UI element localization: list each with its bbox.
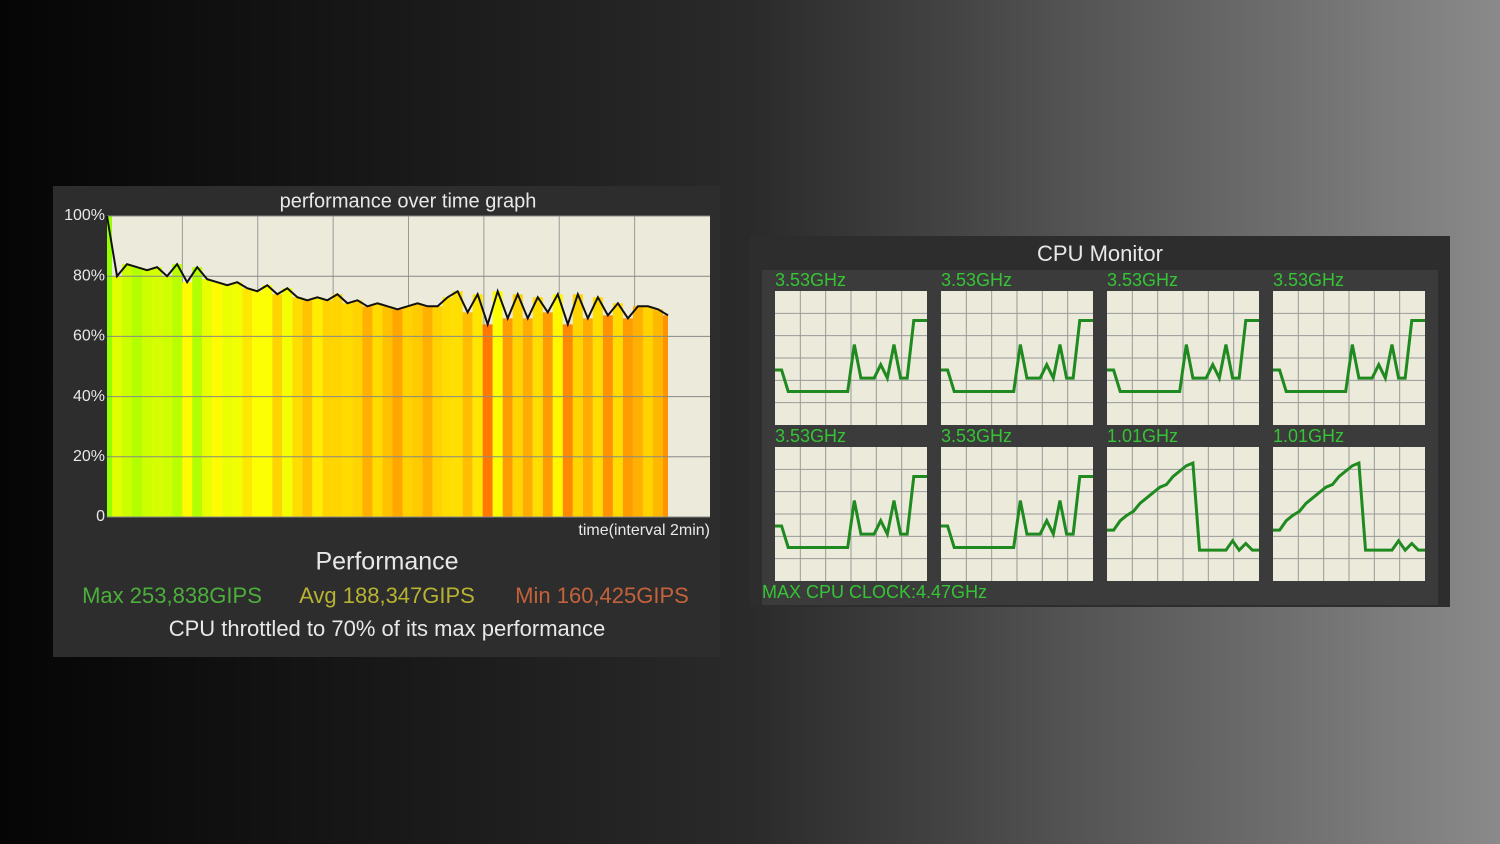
performance-stripe [282,288,293,517]
performance-stripe [332,294,343,517]
performance-stripe [122,264,133,517]
performance-stripe [412,303,423,517]
performance-stripe [272,294,283,517]
core-line [1107,460,1259,553]
performance-stripe [462,312,473,517]
core-frequency: 3.53GHz [941,270,1012,290]
avg-score: Avg 188,347GIPS [299,583,475,608]
performance-stripe [522,318,533,517]
performance-stripe [372,303,383,517]
core-frequency: 3.53GHz [775,426,846,446]
performance-stripe [662,315,668,517]
core-line [941,474,1093,549]
performance-stripe [302,300,313,517]
max-score: Max 253,838GIPS [82,583,262,608]
performance-stripe [352,300,363,517]
performance-stripe [542,312,553,517]
performance-stripe [212,282,223,517]
performance-line [106,215,669,328]
y-tick-label: 80% [73,267,105,284]
performance-stripe [232,282,243,517]
performance-stripe [402,306,413,517]
core-frequency: 3.53GHz [1107,270,1178,290]
performance-stripe [602,315,613,517]
summary-title: Performance [315,548,458,576]
performance-stripe [592,297,603,517]
core-line [941,318,1093,393]
performance-stripe [452,291,463,517]
performance-stripe [342,303,353,517]
core-frequency: 1.01GHz [1273,426,1344,446]
performance-stripe [322,300,333,517]
core-line [1107,318,1259,393]
performance-stripe [142,270,153,517]
performance-stripe [422,306,433,517]
performance-stripe [442,297,453,517]
charts: 0 20% 40% 60% 80% 100% 3.53GHz 3.53GHz 3.53GHz 3.… [64,207,1425,581]
y-tick-label: 20% [73,448,105,465]
performance-stripe [292,297,303,517]
core-frequency: 1.01GHz [1107,426,1178,446]
performance-stripe [582,318,593,517]
performance-stripe [512,294,523,517]
core-frequency: 3.53GHz [1273,270,1344,290]
y-tick-label: 0 [96,508,105,525]
core-frequency: 3.53GHz [941,426,1012,446]
performance-stripe [392,309,403,517]
performance-stripe [532,297,543,517]
chart-title: performance over time graph [280,190,537,212]
y-tick-label: 100% [64,207,105,224]
performance-stripe [242,288,253,517]
core-line [1273,318,1425,393]
performance-stripe [632,306,643,517]
performance-stripe [192,267,203,517]
performance-stripe [172,264,183,517]
max-cpu-clock: MAX CPU CLOCK:4.47GHz [762,582,987,602]
y-tick-label: 60% [73,328,105,345]
performance-stripe [262,285,273,517]
performance-stripe [382,306,393,517]
performance-stripe [152,267,163,517]
performance-stripe [492,291,503,517]
performance-stripe [252,291,263,517]
core-line [775,318,927,393]
performance-stripe [472,294,483,517]
performance-stripe [202,279,213,517]
performance-stripe [132,267,143,517]
performance-stripe [642,306,653,517]
cpu-monitor-title: CPU Monitor [1037,241,1163,266]
performance-stripe [432,306,443,517]
performance-stripe [572,294,583,517]
performance-stripe [182,282,193,517]
throttle-note: CPU throttled to 70% of its max performa… [169,616,606,641]
performance-stripe [312,297,323,517]
core-line [775,474,927,549]
performance-stripe [222,285,233,517]
performance-stripe [362,306,373,517]
performance-stripe [652,309,663,517]
min-score: Min 160,425GIPS [515,583,689,608]
performance-stripe [622,318,633,517]
performance-stripe [562,324,573,517]
y-tick-label: 40% [73,388,105,405]
core-frequency: 3.53GHz [775,270,846,290]
x-axis-label: time(interval 2min) [578,522,710,539]
performance-stripe [482,324,493,517]
performance-stripe [612,303,623,517]
performance-stripe [502,318,513,517]
performance-stripe [552,294,563,517]
core-line [1273,460,1425,553]
performance-stripe [107,216,113,517]
